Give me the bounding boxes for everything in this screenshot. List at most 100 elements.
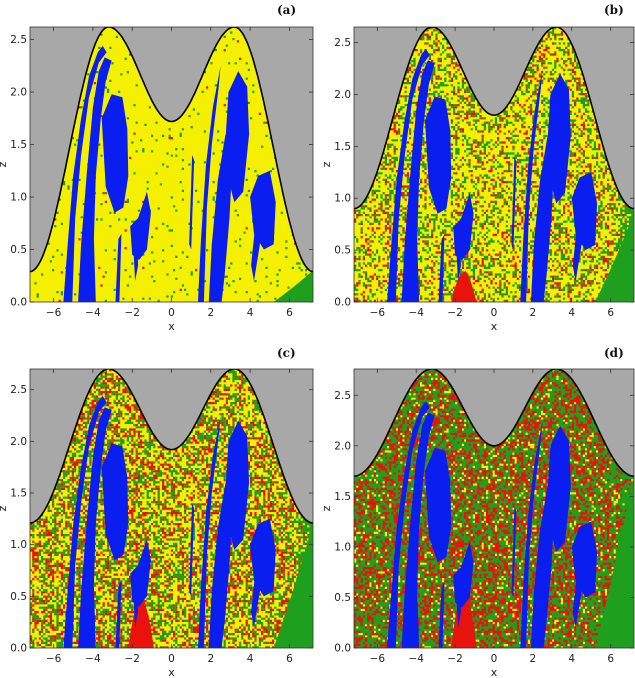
y-tick-label: 0.0 xyxy=(10,297,27,309)
x-tick-label: 0 xyxy=(168,307,175,319)
x-tick-label: 2 xyxy=(530,653,537,665)
green-basin xyxy=(595,213,634,302)
bounded-region xyxy=(101,94,129,213)
x-tick-label: −2 xyxy=(124,653,139,665)
y-tick-label: 0.0 xyxy=(334,643,351,655)
bounded-region xyxy=(198,415,221,648)
bounded-region xyxy=(225,420,250,550)
allowed-region xyxy=(30,369,313,648)
x-tick-label: −6 xyxy=(46,307,62,319)
x-tick-label: −4 xyxy=(408,653,424,665)
zero-velocity-curve xyxy=(30,369,313,524)
x-tick-label: −6 xyxy=(370,653,386,665)
bounded-region xyxy=(401,60,435,302)
bounded-region xyxy=(438,234,445,302)
bounded-region xyxy=(251,565,260,628)
x-tick-label: 6 xyxy=(286,307,293,319)
y-tick-label: 1.5 xyxy=(10,139,27,151)
y-tick-label: 1.0 xyxy=(334,193,351,205)
escape-basin-1 xyxy=(354,369,634,648)
x-tick-label: −6 xyxy=(46,653,62,665)
green-basin xyxy=(595,476,634,648)
bounded-region xyxy=(78,407,112,648)
x-axis-label: x xyxy=(491,666,498,678)
y-tick-label: 2.5 xyxy=(334,390,351,402)
panel-label: (c) xyxy=(277,346,296,360)
y-axis-label: z xyxy=(0,505,9,511)
red-basin xyxy=(128,596,154,648)
panel-c: −6 −4 −2 0 2 4 6 0.0 0.5 1.0 1.5 2.0 2.5 x z (c) xyxy=(0,346,314,678)
bounded-region xyxy=(511,156,517,251)
x-tick-label: 2 xyxy=(207,307,214,319)
x-tick-label: −4 xyxy=(85,307,101,319)
allowed-region xyxy=(30,27,313,302)
panel-label: (d) xyxy=(604,346,624,360)
bounded-region xyxy=(401,412,435,648)
zero-velocity-curve xyxy=(354,27,634,210)
bounded-region xyxy=(251,218,260,281)
plot-area xyxy=(30,369,313,648)
zero-velocity-curve xyxy=(354,369,634,477)
x-tick-label: −4 xyxy=(408,307,424,319)
bounded-region xyxy=(572,219,582,282)
y-axis-label: z xyxy=(320,161,333,167)
bounded-region xyxy=(225,71,250,203)
x-tick-label: 6 xyxy=(607,653,614,665)
y-tick-label: 0.0 xyxy=(334,297,351,309)
bounded-region xyxy=(572,567,582,628)
bounded-region xyxy=(133,570,139,628)
y-tick-label: 2.0 xyxy=(334,440,351,452)
x-tick-label: 2 xyxy=(207,653,214,665)
y-tick-label: 0.0 xyxy=(10,643,27,655)
y-tick-label: 0.5 xyxy=(334,592,351,604)
panel-label: (b) xyxy=(604,3,624,17)
y-axis-label: z xyxy=(320,505,333,511)
y-tick-label: 0.5 xyxy=(334,245,351,257)
y-tick-label: 0.5 xyxy=(10,244,27,256)
x-axis-label: x xyxy=(491,320,498,333)
x-axis-label: x xyxy=(168,320,175,333)
x-tick-label: 4 xyxy=(568,307,575,319)
y-tick-label: 2.0 xyxy=(10,87,27,99)
bounded-region xyxy=(63,395,107,648)
y-tick-label: 1.0 xyxy=(10,192,27,204)
plot-area xyxy=(30,27,313,302)
x-tick-label: 2 xyxy=(530,307,537,319)
panel-label: (a) xyxy=(277,3,296,17)
allowed-region xyxy=(354,27,634,302)
bounded-region xyxy=(208,482,233,648)
panel-a: −6 −4 −2 0 2 4 6 0.0 0.5 1.0 1.5 2.0 2.5 x z (a) xyxy=(0,3,314,333)
bounded-region xyxy=(438,582,445,648)
y-tick-label: 0.5 xyxy=(10,591,27,603)
x-axis-label: x xyxy=(168,666,175,678)
bounded-region xyxy=(530,136,555,302)
y-tick-label: 1.5 xyxy=(334,491,351,503)
bounded-region xyxy=(208,134,233,302)
y-tick-label: 2.5 xyxy=(334,37,351,49)
bounded-region xyxy=(115,580,122,648)
bounded-region xyxy=(520,420,543,648)
panel-b: −6 −4 −2 0 2 4 6 0.0 0.5 1.0 1.5 2.0 2.5 x z (b) xyxy=(320,3,635,333)
bounded-region xyxy=(189,503,195,597)
bounded-region xyxy=(189,155,195,250)
bounded-region xyxy=(530,486,555,648)
x-tick-label: 6 xyxy=(286,653,293,665)
allowed-region xyxy=(354,369,634,648)
y-tick-label: 1.0 xyxy=(334,541,351,553)
bounded-region xyxy=(115,233,122,302)
y-tick-label: 2.0 xyxy=(10,436,27,448)
green-basin xyxy=(273,524,313,648)
bounded-region xyxy=(133,223,139,281)
x-tick-label: 0 xyxy=(168,653,175,665)
bounded-region xyxy=(198,65,221,302)
green-basin xyxy=(273,270,313,302)
x-tick-label: 0 xyxy=(491,653,498,665)
x-tick-label: 0 xyxy=(491,307,498,319)
escape-basin-2 xyxy=(30,369,313,648)
bounded-region xyxy=(101,443,129,561)
y-tick-label: 1.0 xyxy=(10,539,27,551)
bounded-region xyxy=(547,425,571,552)
y-tick-label: 2.5 xyxy=(10,34,27,46)
x-tick-label: −4 xyxy=(85,653,101,665)
